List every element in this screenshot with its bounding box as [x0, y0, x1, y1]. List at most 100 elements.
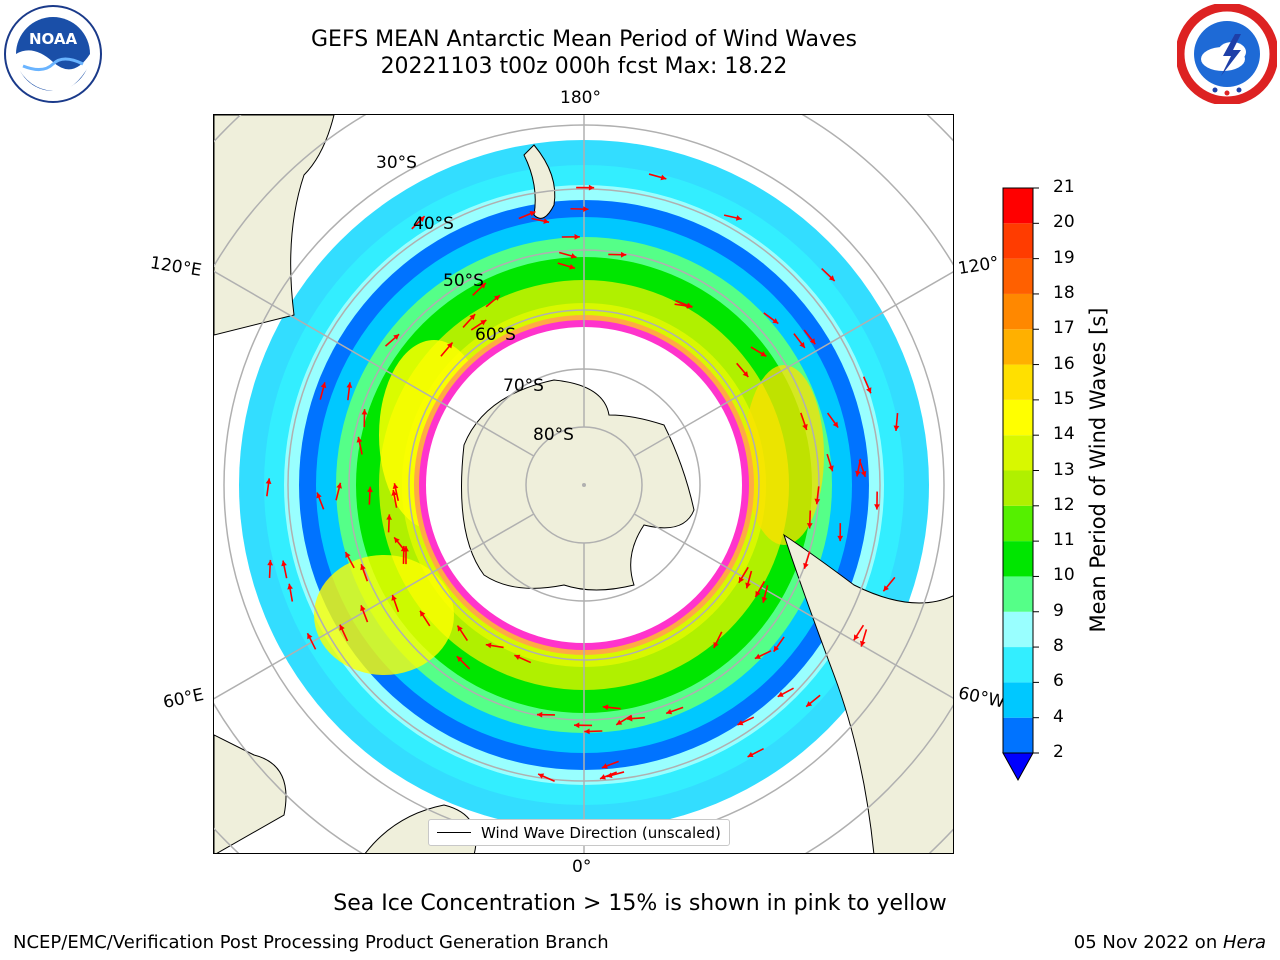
legend: Wind Wave Direction (unscaled)	[428, 819, 730, 846]
colorbar-tick-label: 12	[1053, 494, 1075, 515]
colorbar-tick-label: 4	[1053, 706, 1064, 727]
wave-arrow-head	[287, 583, 293, 590]
wave-arrow-head	[570, 253, 577, 259]
chart-title: GEFS MEAN Antarctic Mean Period of Wind …	[311, 27, 857, 52]
south-pole-marker	[582, 483, 586, 487]
latitude-label-60s: 60°S	[475, 325, 516, 345]
colorbar-tick-label: 9	[1053, 600, 1064, 621]
australia-land	[214, 115, 335, 336]
wave-arrow-head	[569, 263, 576, 270]
footer-credit: NCEP/EMC/Verification Post Processing Pr…	[13, 932, 609, 953]
wave-arrow-head	[803, 562, 809, 569]
colorbar-segment	[1003, 717, 1033, 753]
south-america-land	[783, 533, 953, 853]
wave-arrow-head	[853, 634, 860, 641]
colorbar-tick-label: 18	[1053, 282, 1075, 303]
colorbar-tick-label: 11	[1053, 530, 1075, 551]
latitude-label-30s: 30°S	[376, 153, 417, 173]
wave-arrow-head	[356, 436, 363, 443]
wave-arrow-head	[392, 483, 399, 490]
wave-arrow-head	[874, 504, 880, 510]
wave-arrow-head	[599, 774, 606, 780]
wave-arrow-head	[606, 772, 613, 779]
longitude-label-120e: 120°E	[148, 253, 203, 281]
wave-arrow-head	[828, 465, 834, 472]
wave-arrow-head	[307, 633, 313, 640]
footer-machine: Hera	[1222, 932, 1266, 953]
wave-arrow-head	[806, 523, 813, 529]
wave-arrow-head	[686, 302, 693, 309]
madagascar-region-land	[214, 734, 287, 853]
wave-arrow-head	[713, 642, 719, 648]
colorbar-segment	[1003, 364, 1033, 400]
wave-arrow-head	[860, 640, 866, 647]
meridian-60	[633, 271, 953, 457]
wave-arrow-head	[267, 559, 274, 566]
polar-map	[213, 114, 954, 854]
wave-arrow-head	[799, 341, 805, 348]
wave-arrow-head	[814, 498, 821, 505]
wave-arrow-head	[866, 387, 872, 394]
wave-arrow-head	[755, 590, 761, 597]
wave-arrow-head	[761, 596, 768, 603]
colorbar-segment	[1003, 435, 1033, 471]
latitude-label-50s: 50°S	[443, 271, 484, 291]
wave-arrow-head	[538, 773, 545, 779]
meridian-120	[633, 513, 953, 699]
wave-arrow-head	[360, 564, 366, 571]
new-zealand-land	[523, 144, 556, 219]
wave-arrow-head	[265, 478, 272, 484]
wave-arrow-head	[320, 382, 327, 389]
wave-arrow-head	[601, 763, 608, 769]
wave-arrow-head	[588, 184, 595, 191]
wave-arrow-head	[760, 351, 767, 357]
wave-arrow-head	[418, 216, 425, 222]
colorbar-tick-label: 6	[1053, 671, 1064, 692]
wave-arrow-head	[339, 624, 345, 631]
wave-arrow-head	[514, 654, 521, 661]
colorbar-tick-label: 15	[1053, 388, 1075, 409]
colorbar-segment	[1003, 470, 1033, 506]
wave-arrow-head	[485, 642, 492, 649]
legend-label: Wind Wave Direction (unscaled)	[481, 823, 721, 842]
chart-subtitle: 20221103 t00z 000h fcst Max: 18.22	[380, 54, 788, 79]
wave-arrow-head	[735, 215, 742, 221]
wave-arrow-head	[602, 704, 609, 711]
wave-arrow-head	[616, 719, 623, 725]
wave-arrow-head	[754, 653, 761, 659]
wave-arrow-head	[828, 275, 835, 282]
wave-arrow-head	[480, 282, 486, 289]
wave-arrow-head	[777, 691, 784, 697]
wave-arrow-head	[660, 174, 667, 181]
colorbar-tick-label: 21	[1053, 177, 1075, 197]
wave-arrow-head	[403, 546, 409, 552]
colorbar-segment	[1003, 611, 1033, 648]
latitude-label-70s: 70°S	[503, 376, 544, 396]
colorbar-tick-label: 16	[1053, 353, 1075, 374]
wave-arrow-head	[391, 594, 397, 601]
national-weather-service-logo-icon	[1175, 2, 1279, 106]
wave-arrow-head	[281, 560, 287, 567]
wave-arrow-head	[738, 576, 745, 583]
wave-arrow-head	[386, 514, 392, 520]
wave-arrow-head	[529, 210, 536, 217]
wave-arrow-head	[832, 421, 839, 428]
wave-arrow-head	[469, 314, 476, 320]
colorbar-tick-label: 14	[1053, 424, 1075, 445]
wave-arrow-head	[860, 470, 867, 477]
colorbar-tick-label: 19	[1053, 247, 1075, 268]
wave-arrow-head	[742, 371, 749, 378]
colorbar	[1002, 187, 1039, 782]
wave-arrow-head	[584, 728, 590, 735]
colorbar-tick-label: 2	[1053, 742, 1064, 762]
wave-arrow-head	[883, 585, 889, 592]
wave-arrow-head	[574, 722, 580, 729]
wave-arrow-head	[393, 334, 400, 340]
wave-arrow-head	[420, 610, 426, 617]
meridian-240	[214, 513, 535, 700]
colorbar-segment	[1003, 188, 1033, 224]
colorbar-tick-label: 13	[1053, 459, 1075, 480]
colorbar-tick-label: 8	[1053, 636, 1064, 657]
colorbar-segment	[1003, 258, 1033, 294]
latitude-label-80s: 80°S	[533, 425, 574, 445]
